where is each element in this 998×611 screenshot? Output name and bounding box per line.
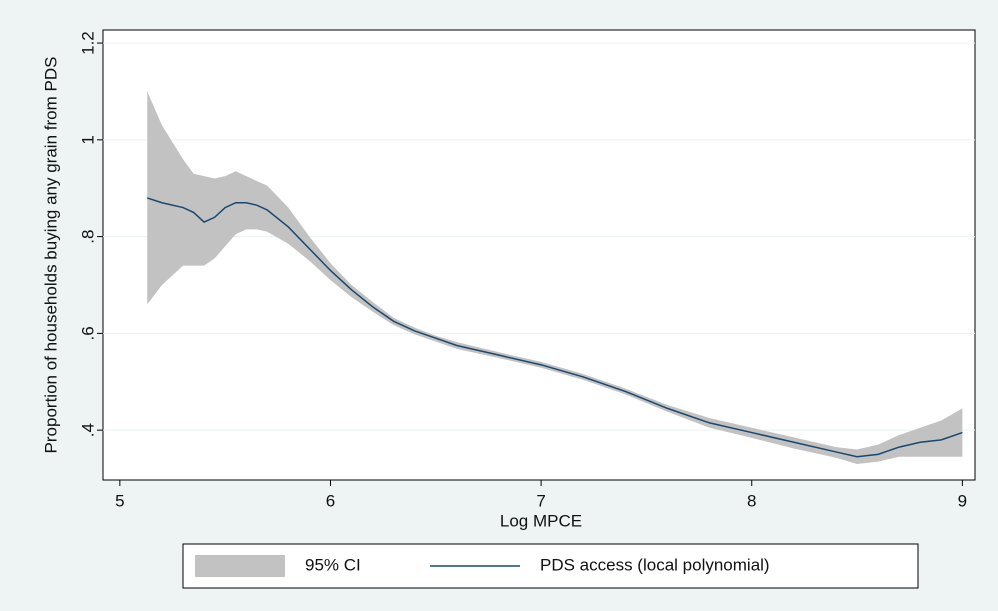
legend bbox=[182, 543, 919, 589]
x-tick-label: 5 bbox=[115, 491, 124, 510]
x-axis-label: Log MPCE bbox=[500, 511, 582, 530]
x-tick-label: 7 bbox=[536, 491, 545, 510]
x-tick-label: 6 bbox=[326, 491, 335, 510]
line bbox=[146, 197, 963, 458]
y-tick-label: .6 bbox=[78, 326, 97, 340]
y-tick-label: 1 bbox=[78, 135, 97, 144]
y-axis-label: Proportion of households buying any grai… bbox=[41, 57, 60, 454]
plot-area bbox=[102, 29, 976, 481]
x-tick-label: 8 bbox=[747, 491, 756, 510]
y-tick-label: .8 bbox=[78, 230, 97, 244]
legend-swatch bbox=[195, 555, 285, 577]
x-tick-label: 9 bbox=[958, 491, 967, 510]
y-tick-label: .4 bbox=[78, 423, 97, 437]
legend-label: PDS access (local polynomial) bbox=[540, 555, 770, 574]
y-tick-label: 1.2 bbox=[78, 31, 97, 55]
legend-label: 95% CI bbox=[305, 555, 361, 574]
